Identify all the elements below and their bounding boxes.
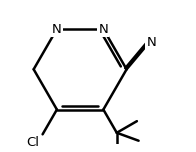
Text: N: N: [98, 22, 108, 36]
Text: N: N: [52, 22, 62, 36]
Text: N: N: [146, 36, 156, 49]
Text: Cl: Cl: [26, 136, 39, 149]
